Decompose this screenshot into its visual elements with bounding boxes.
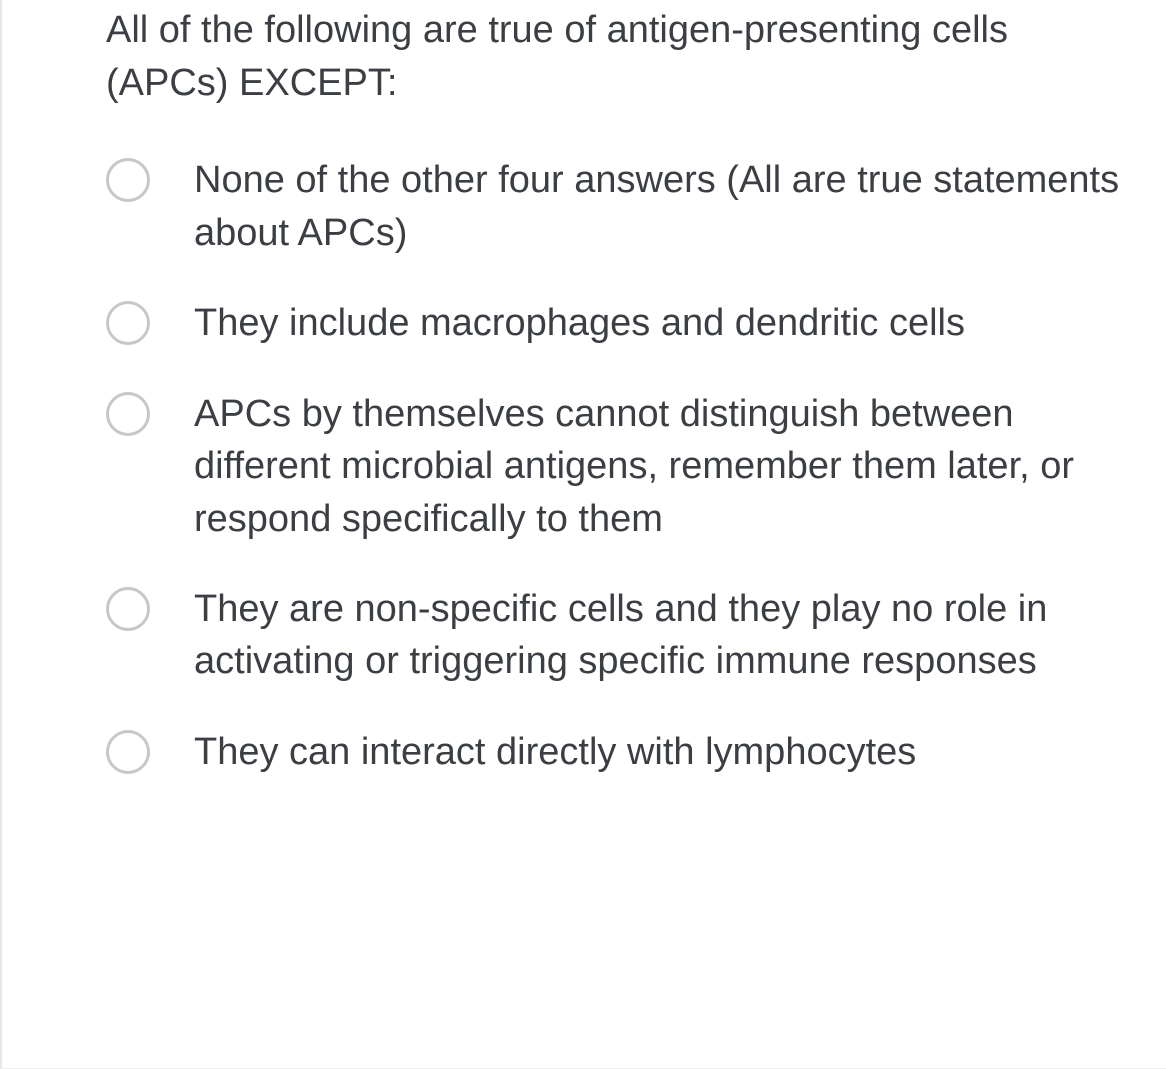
question-text: All of the following are true of antigen… — [106, 0, 1138, 110]
radio-icon[interactable] — [106, 158, 150, 202]
option-2[interactable]: APCs by themselves cannot distinguish be… — [106, 388, 1138, 545]
option-1[interactable]: They include macrophages and dendritic c… — [106, 297, 1138, 349]
option-label: APCs by themselves cannot distinguish be… — [194, 388, 1138, 545]
options-list: None of the other four answers (All are … — [106, 154, 1138, 778]
radio-icon[interactable] — [106, 730, 150, 774]
radio-icon[interactable] — [106, 392, 150, 436]
option-label: They include macrophages and dendritic c… — [194, 297, 965, 349]
radio-icon[interactable] — [106, 587, 150, 631]
option-label: They can interact directly with lymphocy… — [194, 726, 916, 778]
option-4[interactable]: They can interact directly with lymphocy… — [106, 726, 1138, 778]
radio-icon[interactable] — [106, 301, 150, 345]
option-0[interactable]: None of the other four answers (All are … — [106, 154, 1138, 259]
option-label: None of the other four answers (All are … — [194, 154, 1138, 259]
question-container: All of the following are true of antigen… — [0, 0, 1166, 1069]
option-3[interactable]: They are non-specific cells and they pla… — [106, 583, 1138, 688]
option-label: They are non-specific cells and they pla… — [194, 583, 1138, 688]
